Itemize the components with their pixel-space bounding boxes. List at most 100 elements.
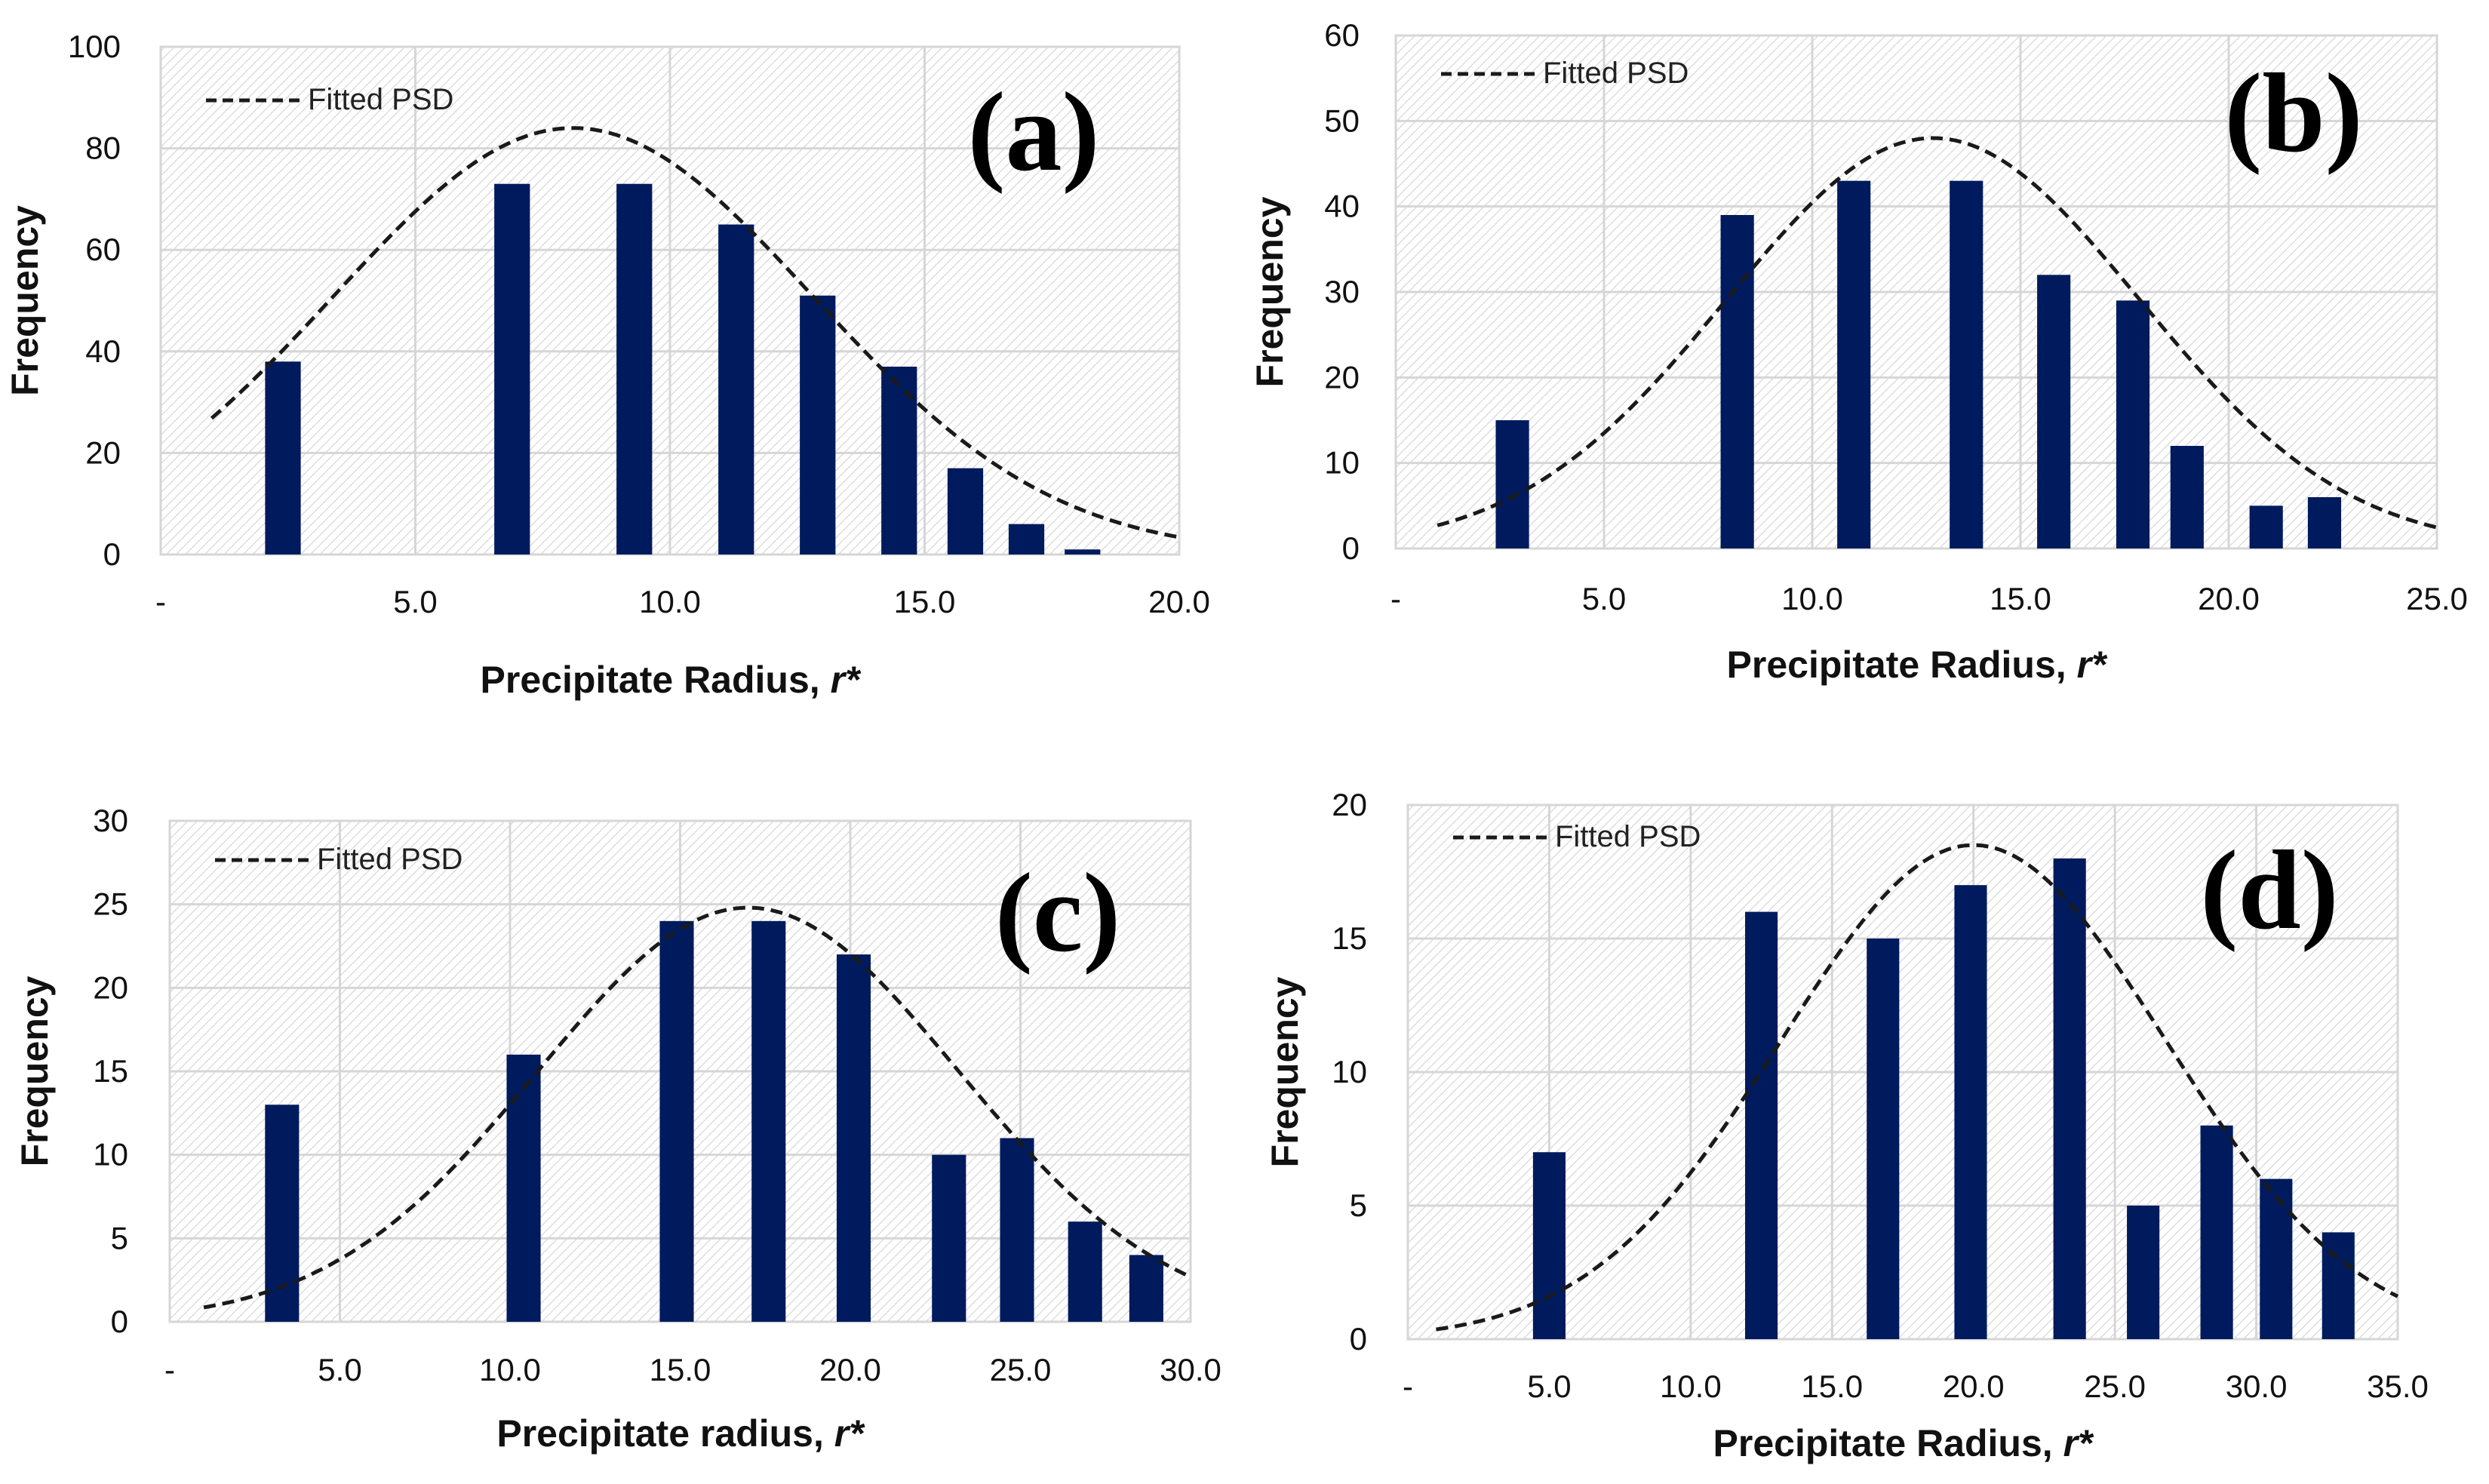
histogram-bar: [1720, 215, 1754, 548]
x-tick-label: 25.0: [2084, 1369, 2146, 1404]
plot-border: [1406, 803, 2399, 1341]
x-tick-label: -: [164, 1352, 175, 1387]
histogram-bar: [836, 954, 871, 1322]
y-tick-label: 5: [111, 1220, 128, 1255]
histogram-bar: [2170, 446, 2204, 548]
histogram-bar: [1495, 420, 1529, 548]
x-tick-label: 15.0: [1801, 1369, 1863, 1404]
histogram-bar: [659, 920, 694, 1322]
chart-panel-d: 0 5 10 15 20 - 5.0 10.0 15.0 20.0 25.0 30.0 35.0 Freq…: [1264, 787, 2429, 1464]
x-tick-label: 25.0: [2406, 581, 2468, 616]
y-tick-label: 25: [93, 886, 128, 922]
x-tick-label: 20.0: [1943, 1369, 2005, 1404]
x-tick-label: 10.0: [479, 1352, 541, 1387]
histogram-bar: [1065, 549, 1101, 555]
y-tick-label: 10: [1324, 445, 1360, 481]
histogram-bar: [1532, 1152, 1566, 1339]
x-tick-label: 20.0: [819, 1352, 881, 1387]
chart-panel-a: 0 20 40 60 80 100 - 5.0 10.0 15.0 20.0 Frequency Pre…: [4, 29, 1210, 701]
y-tick-label: 20: [93, 969, 128, 1005]
histogram-bar: [751, 920, 786, 1322]
histogram-bar: [881, 366, 917, 555]
y-axis-title: Frequency: [4, 205, 46, 396]
histogram-bar: [1745, 911, 1778, 1339]
x-tick-label: 10.0: [1781, 581, 1843, 616]
histogram-bar: [1129, 1255, 1163, 1322]
x-tick-label: -: [1390, 581, 1401, 616]
x-tick-label: 30.0: [1160, 1352, 1221, 1387]
x-tick-label: 5.0: [1582, 581, 1626, 616]
x-tick-label: 10.0: [639, 584, 701, 619]
histogram-bar: [2307, 497, 2342, 548]
x-tick-label: 5.0: [1527, 1369, 1571, 1404]
y-axis-title: Frequency: [1264, 976, 1306, 1167]
y-tick-label: 0: [111, 1304, 128, 1339]
plot-border: [1394, 34, 2438, 550]
y-tick-label: 5: [1350, 1188, 1367, 1223]
legend-label: Fitted PSD: [1555, 820, 1701, 853]
y-tick-label: 20: [1324, 359, 1360, 395]
histogram-bar: [1954, 885, 1987, 1339]
y-tick-label: 40: [1324, 189, 1360, 224]
x-tick-label: 20.0: [2198, 581, 2260, 616]
y-axis-title: Frequency: [1249, 196, 1291, 387]
x-tick-label: 15.0: [1990, 581, 2051, 616]
y-tick-label: 60: [85, 232, 121, 267]
y-tick-label: 10: [1332, 1054, 1367, 1089]
y-tick-label: 0: [1342, 530, 1360, 566]
x-axis-title: Precipitate Radius, r*: [1727, 644, 2109, 686]
x-tick-label: 35.0: [2367, 1369, 2429, 1404]
histogram-bar: [1950, 180, 1984, 548]
chart-panel-b: 0 10 20 30 40 50 60 - 5.0 10.0 15.0 20.0 25.0 Frequen…: [1249, 17, 2468, 686]
histogram-bar: [2127, 1206, 2160, 1339]
panel-label: (c): [995, 850, 1120, 976]
fitted-psd-curve: [203, 905, 1192, 1310]
x-axis-title: Precipitate radius, r*: [496, 1412, 865, 1455]
histogram-bar: [1008, 524, 1045, 555]
x-tick-label: 25.0: [990, 1352, 1052, 1387]
y-tick-label: 20: [85, 435, 121, 470]
histogram-bar: [1837, 180, 1871, 548]
histogram-bar: [265, 1105, 300, 1322]
y-tick-label: 40: [85, 333, 121, 369]
x-axis-title: Precipitate Radius, r*: [1713, 1422, 2095, 1464]
histogram-bar: [265, 361, 301, 555]
y-tick-label: 100: [68, 29, 121, 64]
y-tick-label: 0: [1350, 1321, 1367, 1356]
x-tick-label: 15.0: [650, 1352, 711, 1387]
y-tick-label: 30: [1324, 274, 1360, 309]
histogram-bar: [718, 224, 754, 555]
x-tick-label: -: [155, 584, 166, 619]
y-tick-label: 80: [85, 131, 121, 166]
x-tick-label: 30.0: [2226, 1369, 2288, 1404]
panel-label: (d): [2200, 828, 2338, 953]
y-tick-label: 30: [93, 803, 128, 838]
legend-label: Fitted PSD: [317, 843, 462, 876]
y-tick-label: 0: [103, 536, 121, 572]
legend-label: Fitted PSD: [1543, 57, 1689, 90]
panel-label: (b): [2224, 51, 2362, 176]
fitted-psd-curve: [1436, 843, 2399, 1332]
x-tick-label: 5.0: [318, 1352, 361, 1387]
x-tick-label: 5.0: [393, 584, 437, 619]
histogram-bar: [1000, 1138, 1034, 1322]
y-tick-label: 50: [1324, 103, 1360, 138]
x-tick-label: 15.0: [894, 584, 956, 619]
y-tick-label: 20: [1332, 787, 1367, 822]
fitted-psd-curve: [210, 126, 1180, 539]
histogram-bar: [2260, 1178, 2293, 1339]
panel-label: (a): [968, 69, 1100, 195]
histogram-bar: [2116, 300, 2150, 548]
x-axis-title: Precipitate Radius, r*: [481, 659, 862, 701]
chart-panel-c: 0 5 10 15 20 25 30 - 5.0 10.0 15.0 20.0 25.0 30.0 Freq…: [14, 803, 1221, 1455]
fitted-psd-curve: [1437, 136, 2438, 530]
histogram-bar: [2053, 858, 2086, 1339]
histogram-bar: [932, 1154, 966, 1322]
histogram-bar: [2037, 275, 2071, 548]
legend-label: Fitted PSD: [308, 83, 453, 116]
x-tick-label: 20.0: [1148, 584, 1210, 619]
x-tick-label: -: [1403, 1369, 1413, 1404]
y-tick-label: 10: [93, 1137, 128, 1172]
plot-border: [159, 45, 1181, 556]
